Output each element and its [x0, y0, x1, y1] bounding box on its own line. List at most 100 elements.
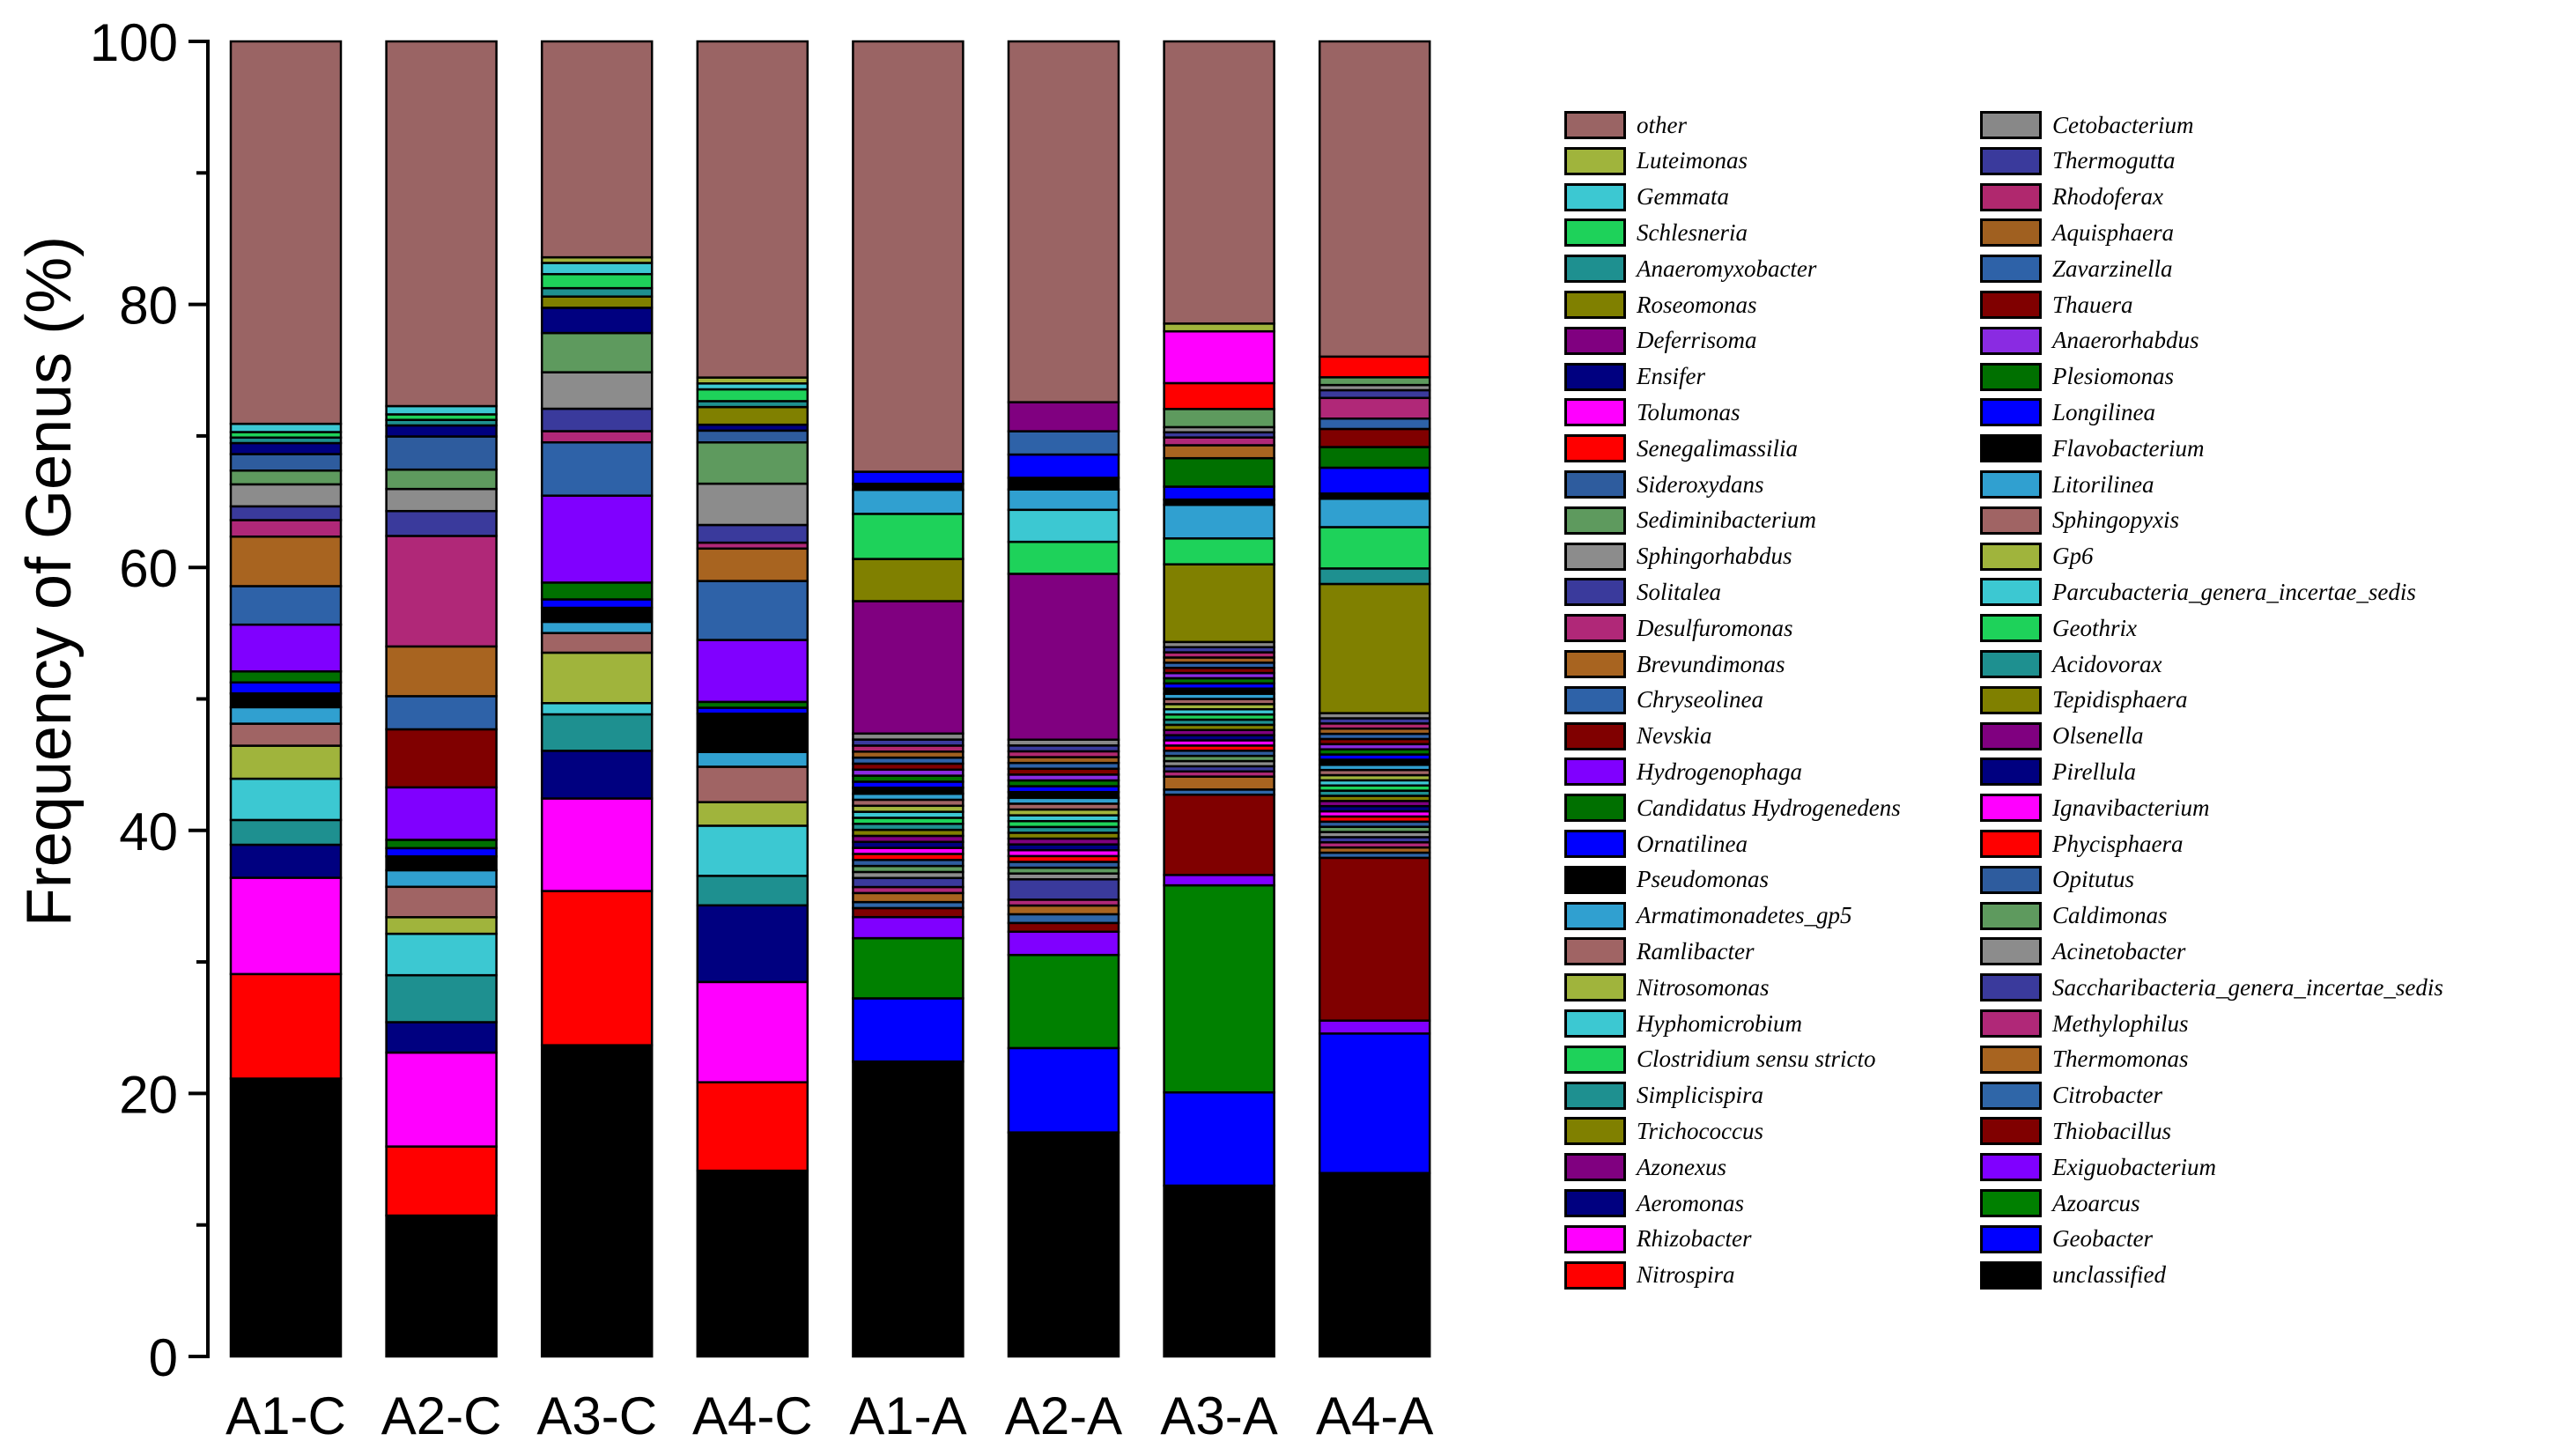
- bar-segment: [1007, 430, 1120, 456]
- legend-item: Hyphomicrobium: [1564, 1008, 1802, 1039]
- bar-segment: [385, 695, 498, 731]
- bar-segment: [229, 843, 343, 879]
- bar-segment: [540, 307, 654, 335]
- bar-segment: [1007, 573, 1120, 741]
- bar-segment: [696, 547, 809, 582]
- legend-item: Zavarzinella: [1980, 253, 2173, 285]
- x-tick-label: A1-C: [225, 1386, 346, 1445]
- legend-item: Azonexus: [1564, 1151, 1726, 1183]
- x-tick-label: A2-C: [381, 1386, 502, 1445]
- legend-label: Flavobacterium: [2052, 434, 2205, 462]
- legend-item: Simplicispira: [1564, 1080, 1763, 1112]
- legend-swatch: [1564, 1189, 1626, 1217]
- legend-item: Olsenella: [1980, 721, 2143, 752]
- bar-segment: [696, 40, 809, 379]
- bar-A3-C: [540, 40, 654, 1358]
- legend-item: Sphingorhabdus: [1564, 541, 1792, 573]
- bar-segment: [1007, 488, 1120, 512]
- legend-swatch: [1564, 650, 1626, 678]
- bar-segment: [696, 482, 809, 527]
- legend-swatch: [1564, 398, 1626, 427]
- legend-item: Anaerorhabdus: [1980, 325, 2199, 357]
- bar-segment: [1007, 913, 1120, 925]
- bar-segment: [385, 645, 498, 698]
- bar-segment: [1007, 953, 1120, 1050]
- bar-segment: [385, 973, 498, 1024]
- bar-segment: [540, 890, 654, 1046]
- bar-segment: [540, 598, 654, 610]
- bar-segment: [1163, 408, 1275, 429]
- legend-swatch: [1564, 865, 1626, 894]
- legend-item: Plesiomonas: [1980, 361, 2174, 393]
- bar-segment: [852, 600, 964, 735]
- legend-label: Nitrosomonas: [1637, 973, 1770, 1001]
- legend-swatch: [1980, 146, 2042, 175]
- legend-label: Roseomonas: [1637, 291, 1757, 318]
- bar-segment: [852, 558, 964, 602]
- legend-item: Schlesneria: [1564, 217, 1748, 248]
- bar-segment: [540, 295, 654, 309]
- bar-segment: [385, 468, 498, 491]
- legend-swatch: [1980, 614, 2042, 643]
- bar-segment: [1163, 775, 1275, 791]
- bar-A4-C: [696, 40, 809, 1358]
- x-tick-label: A3-A: [1160, 1386, 1277, 1445]
- bar-segment: [696, 712, 809, 754]
- legend-item: Cetobacterium: [1980, 109, 2193, 141]
- bar-segment: [385, 487, 498, 513]
- legend-item: Acinetobacter: [1980, 935, 2185, 967]
- legend-swatch: [1564, 1009, 1626, 1038]
- legend-swatch: [1564, 1045, 1626, 1074]
- bar-segment: [385, 1021, 498, 1054]
- legend-label: Sphingopyxis: [2052, 506, 2179, 534]
- bar-segment: [229, 441, 343, 455]
- legend-swatch: [1980, 542, 2042, 571]
- legend-swatch: [1980, 578, 2042, 607]
- bar-segment: [1318, 388, 1431, 400]
- bar-segment: [229, 623, 343, 673]
- bar-segment: [229, 1077, 343, 1358]
- legend-item: Caldimonas: [1980, 900, 2168, 932]
- legend-item: Gp6: [1980, 541, 2094, 573]
- bar-segment: [1163, 874, 1275, 887]
- legend-item: Chryseolinea: [1564, 684, 1763, 716]
- legend-label: Geothrix: [2052, 614, 2137, 641]
- bar-segment: [229, 505, 343, 521]
- legend-swatch: [1980, 255, 2042, 284]
- legend-swatch: [1980, 650, 2042, 678]
- legend-swatch: [1564, 1260, 1626, 1290]
- bar-segment: [1163, 563, 1275, 644]
- bar-segment: [1318, 40, 1431, 358]
- bar-segment: [385, 535, 498, 648]
- bar-segment: [540, 331, 654, 373]
- legend-label: Hyphomicrobium: [1637, 1009, 1802, 1037]
- legend-swatch: [1980, 218, 2042, 248]
- bar-segment: [1163, 1184, 1275, 1358]
- legend-swatch: [1564, 758, 1626, 787]
- bar-segment: [385, 868, 498, 889]
- bar-segment: [540, 1044, 654, 1358]
- legend-label: Caldimonas: [2052, 902, 2168, 929]
- legend-label: Thermomonas: [2052, 1046, 2189, 1073]
- legend-swatch: [1980, 506, 2042, 535]
- legend-label: Chryseolinea: [1637, 686, 1763, 713]
- x-tick-label: A2-A: [1005, 1386, 1122, 1445]
- legend-item: Phycisphaera: [1980, 828, 2183, 860]
- legend-label: Rhizobacter: [1637, 1225, 1752, 1253]
- legend-item: Nevskia: [1564, 721, 1711, 752]
- legend-item: unclassified: [1980, 1260, 2166, 1291]
- legend-label: Zavarzinella: [2052, 255, 2173, 282]
- legend-item: Gemmata: [1564, 181, 1729, 213]
- bar-segment: [1007, 40, 1120, 403]
- bar-segment: [385, 786, 498, 841]
- bar-segment: [1318, 417, 1431, 431]
- legend-swatch: [1564, 255, 1626, 284]
- legend-label: Armatimonadetes_gp5: [1637, 902, 1852, 929]
- legend-item: Roseomonas: [1564, 289, 1757, 321]
- bar-segment: [696, 441, 809, 485]
- legend-label: Clostridium sensu stricto: [1637, 1046, 1876, 1073]
- legend-swatch: [1564, 901, 1626, 930]
- legend-label: Geobacter: [2052, 1225, 2153, 1253]
- legend-item: Thermogutta: [1980, 145, 2176, 177]
- legend-label: Ensifer: [1637, 363, 1705, 390]
